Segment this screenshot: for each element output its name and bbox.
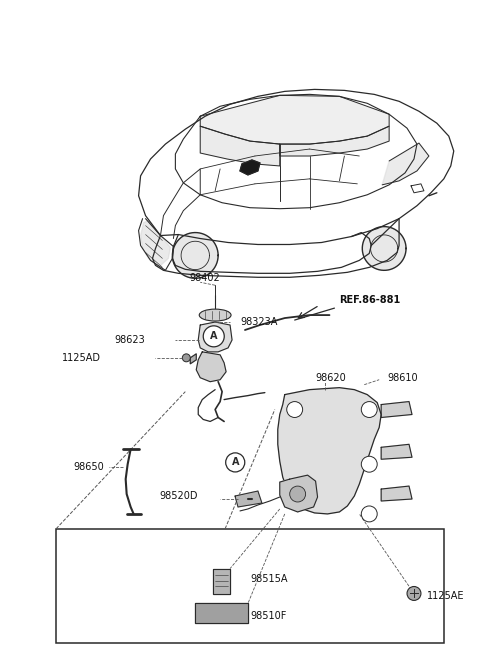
Text: 98650: 98650 [73, 462, 104, 472]
Polygon shape [382, 143, 429, 185]
Circle shape [361, 401, 377, 417]
Polygon shape [278, 388, 381, 514]
Polygon shape [240, 160, 260, 175]
Polygon shape [362, 227, 406, 270]
Polygon shape [198, 322, 232, 352]
Text: 98510F: 98510F [250, 611, 286, 622]
Polygon shape [280, 126, 389, 156]
Text: 1125AD: 1125AD [62, 353, 101, 363]
Text: 98402: 98402 [190, 273, 221, 283]
Polygon shape [381, 444, 412, 459]
Circle shape [361, 506, 377, 522]
Text: 98323A: 98323A [240, 317, 277, 327]
Circle shape [182, 354, 190, 362]
Circle shape [287, 401, 302, 417]
Polygon shape [141, 221, 170, 267]
Circle shape [407, 587, 421, 600]
Circle shape [361, 456, 377, 472]
Polygon shape [196, 352, 226, 382]
Circle shape [226, 453, 245, 472]
Polygon shape [190, 354, 196, 364]
Text: 98623: 98623 [115, 335, 145, 345]
Text: 98520D: 98520D [160, 491, 198, 501]
Polygon shape [381, 486, 412, 501]
Circle shape [290, 486, 306, 502]
Circle shape [203, 326, 224, 347]
Text: REF.86-881: REF.86-881 [339, 295, 401, 305]
Polygon shape [213, 568, 230, 595]
Text: 98515A: 98515A [250, 574, 288, 583]
Polygon shape [195, 603, 248, 623]
Ellipse shape [199, 309, 231, 321]
Polygon shape [200, 95, 389, 144]
Polygon shape [381, 401, 412, 417]
Polygon shape [235, 491, 262, 507]
Text: 98620: 98620 [315, 373, 346, 383]
Text: 1125AE: 1125AE [427, 591, 465, 601]
Polygon shape [280, 475, 318, 512]
Text: 98610: 98610 [387, 373, 418, 383]
Bar [56, 529, 444, 643]
Polygon shape [172, 233, 218, 279]
Text: A: A [231, 457, 239, 467]
Polygon shape [200, 126, 280, 166]
Text: A: A [210, 331, 217, 342]
